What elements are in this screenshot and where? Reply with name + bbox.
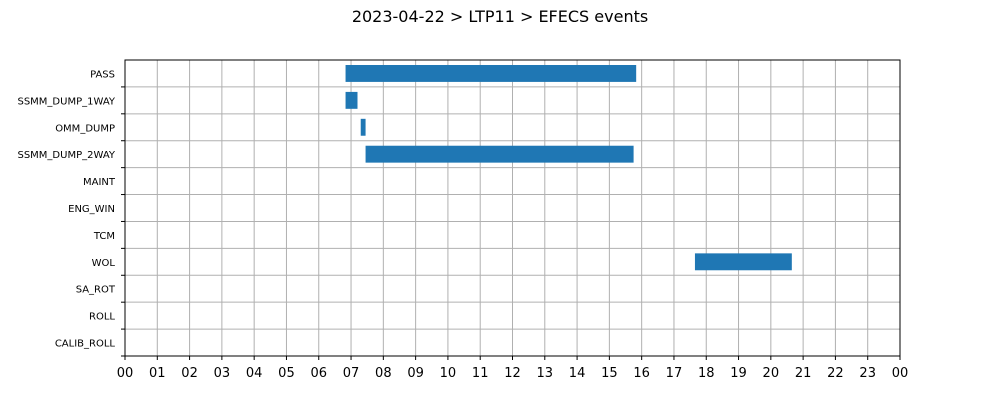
x-tick-label: 16 xyxy=(633,366,650,381)
grid xyxy=(124,60,901,357)
x-tick-label: 01 xyxy=(149,366,166,381)
x-tick-label: 00 xyxy=(117,366,134,381)
x-tick-label: 12 xyxy=(504,366,521,381)
x-tick-label: 13 xyxy=(537,366,554,381)
x-tick-label: 00 xyxy=(892,366,909,381)
event-bar xyxy=(360,118,366,136)
x-tick-label: 21 xyxy=(795,366,812,381)
x-tick-label: 06 xyxy=(310,366,327,381)
y-tick-label: TCM xyxy=(93,231,115,242)
x-tick-label: 10 xyxy=(440,366,457,381)
x-axis: 00 01 02 03 04 05 06 07 08 09 10 11 12 13 14 15 16 17 18 19… xyxy=(117,356,909,381)
y-axis: PASS SSMM_DUMP_1WAY OMM_DUMP SSMM_DUMP_2WAY… xyxy=(17,69,125,357)
event-bars xyxy=(345,65,792,271)
y-tick-label: OMM_DUMP xyxy=(55,123,115,134)
y-tick-label: WOL xyxy=(92,258,116,269)
x-tick-label: 04 xyxy=(246,366,263,381)
x-tick-label: 03 xyxy=(214,366,231,381)
x-tick-label: 22 xyxy=(827,366,844,381)
x-tick-label: 15 xyxy=(601,366,618,381)
x-tick-label: 02 xyxy=(181,366,198,381)
y-tick-label: SSMM_DUMP_2WAY xyxy=(17,150,115,161)
event-bar xyxy=(345,65,637,82)
y-tick-label: PASS xyxy=(90,69,115,80)
y-tick-label: ROLL xyxy=(89,312,115,323)
event-bar xyxy=(694,253,792,271)
x-tick-label: 05 xyxy=(278,366,295,381)
y-tick-label: SSMM_DUMP_1WAY xyxy=(17,96,115,107)
x-tick-label: 20 xyxy=(763,366,780,381)
y-tick-label: CALIB_ROLL xyxy=(55,339,116,350)
x-tick-label: 08 xyxy=(375,366,392,381)
chart-title: 2023-04-22 > LTP11 > EFECS events xyxy=(352,7,648,26)
x-tick-label: 09 xyxy=(407,366,424,381)
x-tick-label: 17 xyxy=(666,366,683,381)
event-bar xyxy=(365,145,634,163)
x-tick-label: 23 xyxy=(859,366,876,381)
x-tick-label: 19 xyxy=(730,366,747,381)
y-tick-label: MAINT xyxy=(83,177,116,188)
x-tick-label: 11 xyxy=(472,366,489,381)
y-tick-label: ENG_WIN xyxy=(68,204,115,215)
event-bar xyxy=(345,91,358,109)
y-tick-label: SA_ROT xyxy=(76,285,116,296)
x-tick-label: 14 xyxy=(569,366,586,381)
x-tick-label: 07 xyxy=(343,366,360,381)
x-tick-label: 18 xyxy=(698,366,715,381)
